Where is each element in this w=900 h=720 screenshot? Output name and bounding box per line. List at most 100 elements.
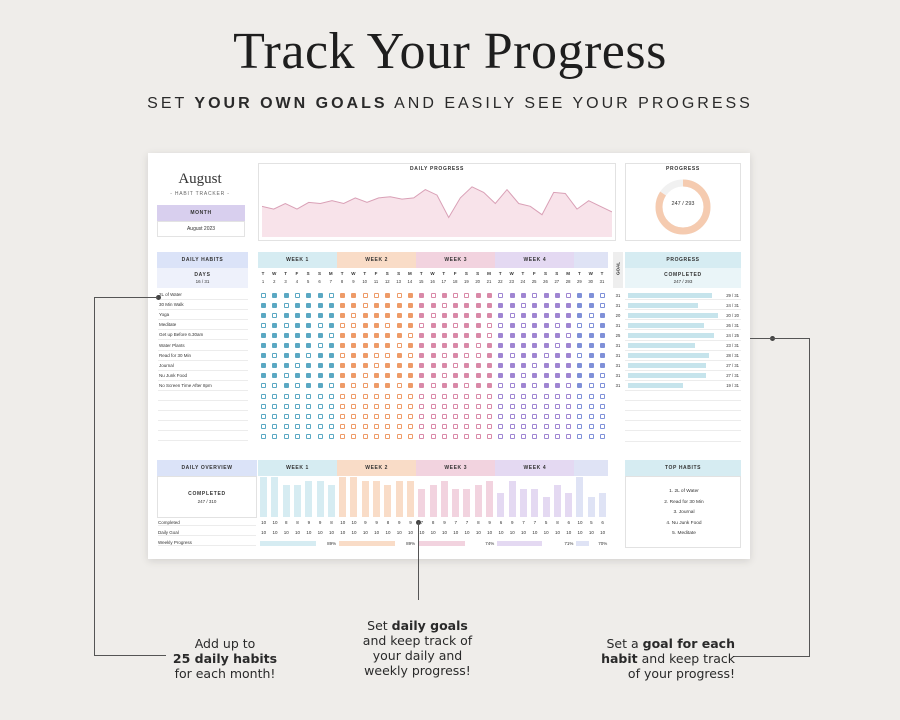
- habit-checkbox[interactable]: [351, 353, 357, 359]
- habit-checkbox[interactable]: [566, 302, 572, 308]
- habit-checkbox[interactable]: [464, 292, 470, 298]
- habit-checkbox[interactable]: [396, 373, 402, 379]
- habit-checkbox[interactable]: [317, 353, 323, 359]
- habit-checkbox[interactable]: [600, 343, 605, 348]
- habit-checkbox[interactable]: [498, 363, 504, 369]
- habit-checkbox[interactable]: [317, 343, 323, 348]
- habit-checkbox[interactable]: [419, 373, 425, 379]
- habit-checkbox[interactable]: [543, 433, 549, 439]
- habit-checkbox[interactable]: [340, 393, 346, 399]
- habit-checkbox[interactable]: [419, 363, 425, 369]
- habit-checkbox[interactable]: [328, 383, 334, 389]
- habit-checkbox[interactable]: [407, 302, 413, 308]
- habit-checkbox[interactable]: [577, 363, 583, 369]
- habit-checkbox[interactable]: [374, 302, 379, 308]
- habit-checkbox[interactable]: [487, 423, 492, 429]
- habit-checkbox[interactable]: [509, 332, 515, 338]
- habit-checkbox[interactable]: [407, 363, 413, 369]
- habit-name[interactable]: [158, 411, 248, 422]
- habit-name[interactable]: Journal: [158, 361, 248, 371]
- habit-checkbox[interactable]: [600, 353, 605, 359]
- habit-checkbox[interactable]: [475, 373, 481, 379]
- habit-checkbox[interactable]: [475, 343, 481, 348]
- habit-checkbox[interactable]: [566, 322, 572, 328]
- habit-checkbox[interactable]: [340, 312, 346, 318]
- habit-checkbox[interactable]: [498, 393, 504, 399]
- habit-checkbox[interactable]: [407, 403, 413, 409]
- habit-checkbox[interactable]: [306, 403, 312, 409]
- habit-checkbox[interactable]: [362, 413, 368, 419]
- habit-checkbox[interactable]: [475, 292, 481, 298]
- habit-checkbox[interactable]: [520, 403, 526, 409]
- habit-checkbox[interactable]: [566, 363, 572, 369]
- habit-checkbox[interactable]: [328, 332, 334, 338]
- habit-checkbox[interactable]: [554, 383, 560, 389]
- habit-checkbox[interactable]: [543, 332, 549, 338]
- habit-checkbox[interactable]: [272, 363, 278, 369]
- habit-checkbox[interactable]: [430, 343, 436, 348]
- habit-checkbox[interactable]: [600, 383, 605, 389]
- habit-checkbox[interactable]: [272, 383, 278, 389]
- habit-checkbox[interactable]: [588, 363, 594, 369]
- habit-checkbox[interactable]: [261, 403, 266, 409]
- habit-checkbox[interactable]: [554, 312, 560, 318]
- habit-checkbox[interactable]: [441, 433, 447, 439]
- habit-checkbox[interactable]: [498, 322, 504, 328]
- habit-checkbox[interactable]: [396, 383, 402, 389]
- habit-checkbox[interactable]: [441, 322, 447, 328]
- habit-checkbox[interactable]: [317, 292, 323, 298]
- habit-checkbox[interactable]: [577, 312, 583, 318]
- habit-checkbox[interactable]: [600, 312, 605, 318]
- habit-checkbox[interactable]: [464, 343, 470, 348]
- habit-checkbox[interactable]: [543, 292, 549, 298]
- habit-checkbox[interactable]: [509, 312, 515, 318]
- habit-checkbox[interactable]: [430, 413, 436, 419]
- habit-checkbox[interactable]: [498, 373, 504, 379]
- habit-checkbox[interactable]: [294, 353, 300, 359]
- habit-checkbox[interactable]: [396, 302, 402, 308]
- habit-checkbox[interactable]: [374, 393, 379, 399]
- habit-checkbox[interactable]: [453, 393, 459, 399]
- habit-checkbox[interactable]: [261, 433, 266, 439]
- habit-checkbox[interactable]: [294, 373, 300, 379]
- habit-checkbox[interactable]: [498, 433, 504, 439]
- habit-checkbox[interactable]: [588, 393, 594, 399]
- habit-checkbox[interactable]: [351, 332, 357, 338]
- habit-checkbox[interactable]: [475, 332, 481, 338]
- habit-checkbox[interactable]: [520, 393, 526, 399]
- habit-checkbox[interactable]: [577, 343, 583, 348]
- habit-checkbox[interactable]: [577, 302, 583, 308]
- habit-checkbox[interactable]: [374, 353, 379, 359]
- habit-checkbox[interactable]: [272, 312, 278, 318]
- habit-checkbox[interactable]: [532, 373, 538, 379]
- habit-checkbox[interactable]: [554, 423, 560, 429]
- habit-checkbox[interactable]: [532, 383, 538, 389]
- habit-checkbox[interactable]: [577, 423, 583, 429]
- habit-checkbox[interactable]: [600, 302, 605, 308]
- habit-checkbox[interactable]: [396, 363, 402, 369]
- habit-checkbox[interactable]: [362, 433, 368, 439]
- habit-checkbox[interactable]: [430, 312, 436, 318]
- habit-checkbox[interactable]: [453, 373, 459, 379]
- habit-checkbox[interactable]: [419, 302, 425, 308]
- habit-checkbox[interactable]: [374, 373, 379, 379]
- habit-checkbox[interactable]: [532, 403, 538, 409]
- habit-checkbox[interactable]: [306, 353, 312, 359]
- habit-checkbox[interactable]: [520, 302, 526, 308]
- habit-checkbox[interactable]: [554, 433, 560, 439]
- habit-checkbox[interactable]: [441, 373, 447, 379]
- habit-checkbox[interactable]: [272, 322, 278, 328]
- habit-checkbox[interactable]: [407, 383, 413, 389]
- habit-name[interactable]: 30 Min Walk: [158, 300, 248, 311]
- habit-checkbox[interactable]: [554, 413, 560, 419]
- habit-checkbox[interactable]: [407, 332, 413, 338]
- habit-name[interactable]: Water Plants: [158, 341, 248, 351]
- habit-checkbox[interactable]: [306, 373, 312, 379]
- habit-checkbox[interactable]: [566, 423, 572, 429]
- habit-checkbox[interactable]: [351, 343, 357, 348]
- habit-checkbox[interactable]: [328, 373, 334, 379]
- habit-checkbox[interactable]: [340, 383, 346, 389]
- habit-checkbox[interactable]: [554, 302, 560, 308]
- habit-checkbox[interactable]: [362, 403, 368, 409]
- habit-checkbox[interactable]: [283, 413, 289, 419]
